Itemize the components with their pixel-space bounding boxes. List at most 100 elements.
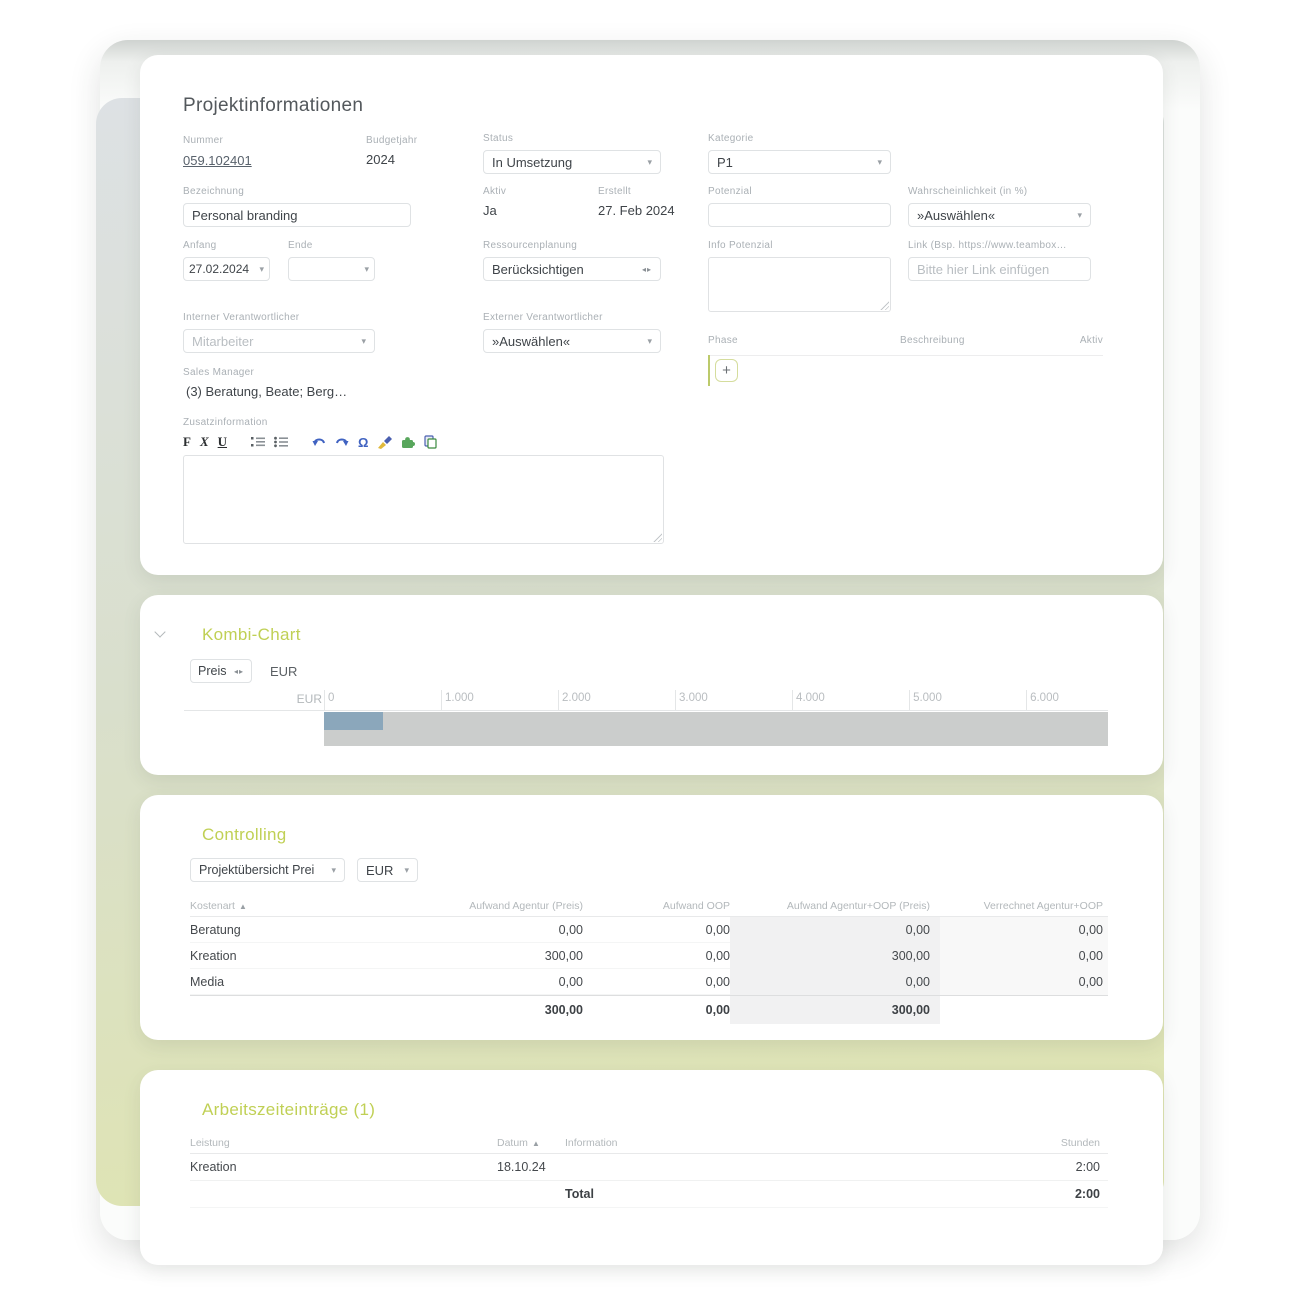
status-select[interactable]: In Umsetzung ▾ [483, 150, 661, 174]
view-value: Projektübersicht Prei [199, 863, 315, 877]
externer-verantwortlicher-field: Externer Verantwortlicher »Auswählen« ▾ [483, 312, 661, 353]
ressourcenplanung-label: Ressourcenplanung [483, 240, 578, 251]
anfang-label: Anfang [183, 240, 217, 251]
chevron-down-icon: ▾ [361, 335, 366, 346]
wahrscheinlichkeit-select[interactable]: »Auswählen« ▾ [908, 203, 1091, 227]
phase-table-header: Phase Beschreibung Aktiv [708, 335, 1103, 356]
budgetjahr-value: 2024 [366, 152, 395, 167]
italic-icon[interactable]: X [199, 434, 209, 449]
leistung-cell: Kreation [190, 1160, 237, 1174]
total-value: 2:00 [1074, 1187, 1100, 1201]
erstellt-label: Erstellt [598, 186, 631, 197]
x-tick-mark [558, 690, 560, 710]
resize-handle[interactable] [879, 300, 889, 310]
kategorie-select[interactable]: P1 ▾ [708, 150, 891, 174]
sales-manager-value[interactable]: (3) Beratung, Beate; Berg… [186, 384, 348, 399]
wahrscheinlichkeit-value: »Auswählen« [917, 207, 996, 223]
zusatzinformation-label: Zusatzinformation [183, 417, 268, 428]
x-tick-label: 5.000 [913, 692, 942, 704]
status-label: Status [483, 133, 514, 144]
aktiv-label: Aktiv [483, 186, 507, 197]
kostenart-cell: Media [190, 975, 225, 989]
arbeitszeit-table: Leistung Datum ▲ Information Stunden Krea… [190, 1132, 1108, 1208]
aktiv-field: Aktiv Ja [483, 186, 506, 218]
underline-icon[interactable]: U [217, 434, 228, 449]
x-tick-label: 6.000 [1030, 692, 1059, 704]
chevron-down-icon: ▾ [877, 156, 882, 167]
column-header-datum[interactable]: Datum ▲ [497, 1136, 540, 1149]
bold-icon[interactable]: F [183, 434, 191, 449]
nummer-link[interactable]: 059.102401 [183, 153, 252, 168]
kategorie-field: Kategorie P1 ▾ [708, 133, 891, 174]
link-field: Link (Bsp. https://www.teambox… Bitte hi… [908, 240, 1091, 281]
datum-cell: 18.10.24 [497, 1160, 546, 1174]
view-select[interactable]: Projektübersicht Prei ▾ [190, 858, 345, 882]
link-placeholder: Bitte hier Link einfügen [917, 261, 1050, 277]
ressourcenplanung-stepper[interactable]: Berücksichtigen ◂▸ [483, 257, 661, 281]
controlling-table: Kostenart ▲ Aufwand Agentur (Preis) Aufwa… [190, 895, 1108, 1024]
paste-icon[interactable] [424, 435, 438, 449]
chevron-down-icon: ▾ [259, 263, 264, 274]
anfang-date-select[interactable]: 27.02.2024 ▾ [183, 257, 270, 281]
table-row[interactable]: Media 0,00 0,00 0,00 0,00 [190, 969, 1108, 995]
special-character-icon[interactable]: Ω [358, 434, 369, 450]
kategorie-value: P1 [717, 154, 733, 170]
bezeichnung-input[interactable]: Personal branding [183, 203, 411, 227]
column-header-kostenart[interactable]: Kostenart ▲ [190, 899, 247, 912]
ende-date-select[interactable]: ▾ [288, 257, 375, 281]
total-cell: 300,00 [544, 1003, 583, 1017]
total-label: Total [565, 1187, 594, 1201]
x-tick-label: 0 [328, 692, 335, 704]
table-row[interactable]: Kreation 18.10.24 2:00 [190, 1154, 1108, 1181]
kombi-chart-card: Kombi-Chart Preis ◂▸ EUR EUR 0 1.000 2.000… [140, 595, 1163, 775]
externer-verantwortlicher-select[interactable]: »Auswählen« ▾ [483, 329, 661, 353]
clean-formatting-brush-icon[interactable] [377, 435, 393, 449]
anfang-value: 27.02.2024 [189, 262, 250, 276]
interner-verantwortlicher-label: Interner Verantwortlicher [183, 312, 300, 323]
info-potenzial-field: Info Potenzial [708, 240, 891, 312]
interner-verantwortlicher-select[interactable]: Mitarbeiter ▾ [183, 329, 375, 353]
x-tick-mark [792, 690, 794, 710]
phase-accent-bar [708, 355, 710, 386]
redo-icon[interactable] [335, 436, 349, 449]
nummer-label: Nummer [183, 135, 224, 146]
currency-select[interactable]: EUR ▾ [357, 858, 418, 882]
table-row[interactable]: Beratung 0,00 0,00 0,00 0,00 [190, 917, 1108, 943]
chevron-down-icon: ▾ [364, 263, 369, 274]
plugin-icon[interactable] [401, 436, 416, 449]
add-phase-button[interactable]: + [715, 359, 738, 382]
potenzial-input[interactable] [708, 203, 891, 227]
controlling-controls: Projektübersicht Prei ▾ EUR ▾ [190, 858, 418, 882]
zusatzinformation-textarea[interactable] [183, 455, 664, 544]
resize-handle[interactable] [652, 532, 662, 542]
ordered-list-icon[interactable] [251, 436, 266, 448]
metric-value: Preis [198, 664, 227, 678]
metric-stepper[interactable]: Preis ◂▸ [190, 659, 252, 683]
ressourcenplanung-value: Berücksichtigen [492, 261, 584, 277]
stunden-cell: 2:00 [1075, 1160, 1100, 1174]
link-label: Link (Bsp. https://www.teambox… [908, 240, 1067, 251]
info-potenzial-textarea[interactable] [708, 257, 891, 312]
x-tick-mark [1026, 690, 1028, 710]
kombi-chart-controls: Preis ◂▸ EUR [190, 659, 297, 683]
undo-icon[interactable] [312, 436, 326, 449]
unordered-list-icon[interactable] [274, 436, 289, 448]
x-tick-mark [441, 690, 442, 710]
column-header-leistung: Leistung [190, 1136, 230, 1149]
sort-asc-icon: ▲ [238, 901, 247, 911]
price-bar [324, 712, 383, 730]
total-cell: 0,00 [705, 1003, 730, 1017]
link-input[interactable]: Bitte hier Link einfügen [908, 257, 1091, 281]
x-tick-label: 4.000 [796, 692, 825, 704]
table-row[interactable]: Kreation 300,00 0,00 300,00 0,00 [190, 943, 1108, 969]
kategorie-label: Kategorie [708, 133, 754, 144]
nummer-field: Nummer 059.102401 [183, 135, 252, 170]
anfang-field: Anfang 27.02.2024 ▾ [183, 240, 270, 281]
axis-line [184, 710, 1108, 711]
collapse-chevron-icon[interactable] [155, 628, 164, 637]
column-header: Aufwand Agentur+OOP (Preis) [786, 899, 930, 912]
chevron-down-icon: ▾ [647, 156, 652, 167]
column-header: Verrechnet Agentur+OOP [983, 899, 1103, 912]
table-total-row: Total 2:00 [190, 1181, 1108, 1208]
